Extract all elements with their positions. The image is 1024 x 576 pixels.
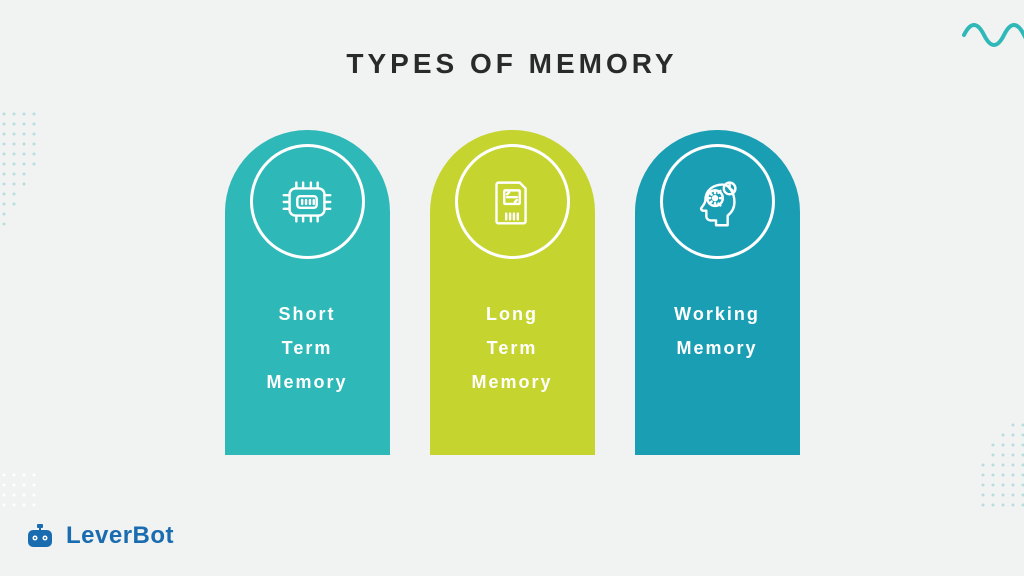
logo-icon: [22, 518, 58, 554]
chip-icon: [276, 171, 338, 233]
icon-circle: [660, 144, 775, 259]
brain-icon: [686, 171, 748, 233]
cards-container: ShortTermMemory LongTermMemory: [0, 130, 1024, 455]
icon-circle: [250, 144, 365, 259]
dots-decoration-bl: [0, 471, 40, 516]
card-label: WorkingMemory: [674, 297, 760, 365]
card-label: ShortTermMemory: [266, 297, 347, 400]
card-long-term: LongTermMemory: [430, 130, 595, 455]
logo: LeverBot: [22, 518, 174, 554]
card-short-term: ShortTermMemory: [225, 130, 390, 455]
storage-icon: [481, 171, 543, 233]
card-label: LongTermMemory: [471, 297, 552, 400]
squiggle-decoration: [959, 5, 1024, 65]
icon-circle: [455, 144, 570, 259]
card-working: WorkingMemory: [635, 130, 800, 455]
dots-decoration-tl: [0, 110, 50, 240]
dots-decoration-br: [969, 421, 1024, 511]
page-title: TYPES OF MEMORY: [0, 0, 1024, 80]
logo-text: LeverBot: [66, 522, 174, 550]
